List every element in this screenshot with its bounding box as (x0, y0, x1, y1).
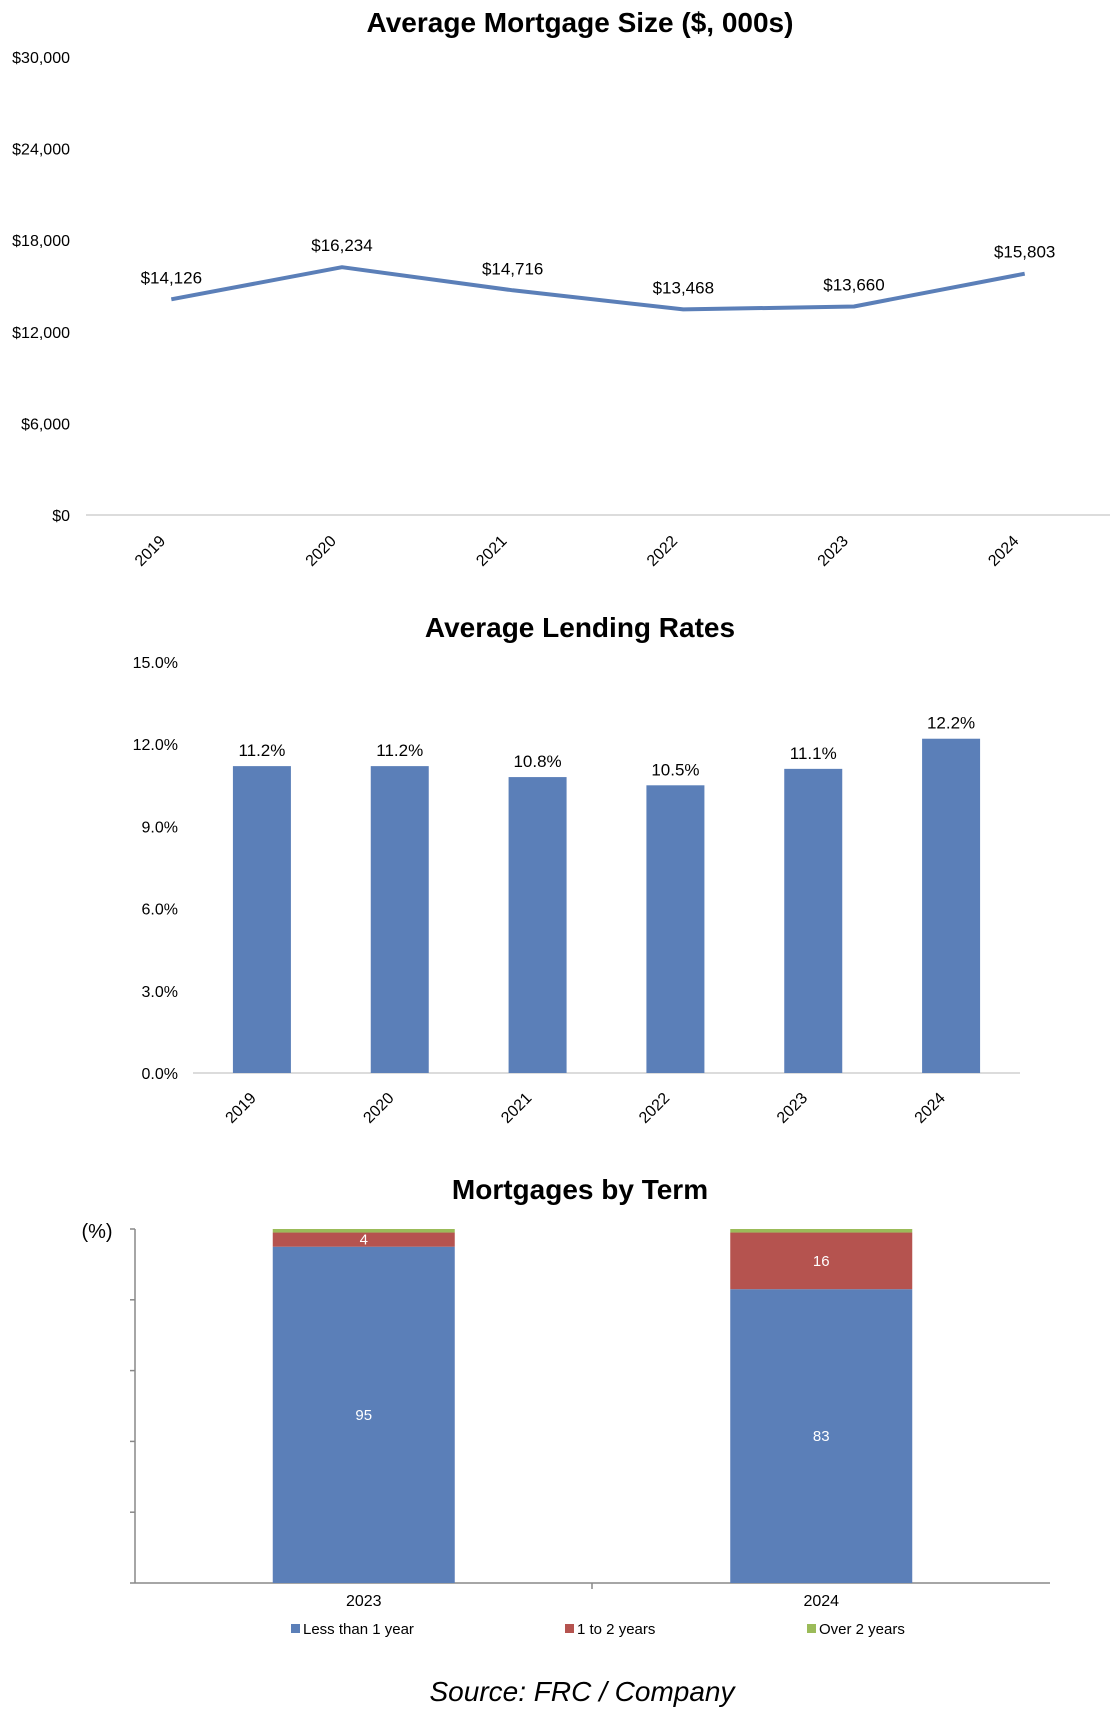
legend-item: Less than 1 year (291, 1621, 414, 1638)
mortgage-size-y-tick: $12,000 (12, 325, 70, 342)
lending-rates-x-tick: 2024 (912, 1090, 949, 1127)
lending-rates-bar (784, 768, 843, 1073)
mortgage-size-data-label: $15,803 (994, 243, 1055, 262)
lending-rates-bar (370, 766, 429, 1073)
mortgage-size-y-tick: $24,000 (12, 142, 70, 159)
mortgages-by-term-bar-segment (272, 1232, 455, 1247)
mortgage-size-x-tick: 2019 (132, 533, 169, 570)
lending-rates-title: Average Lending Rates (425, 612, 735, 643)
mortgages-by-term-bar-segment (272, 1229, 455, 1233)
mortgages-by-term-segment-label: 4 (360, 1232, 368, 1249)
mortgages-by-term-y-unit: (%) (81, 1221, 112, 1243)
legend-label: Less than 1 year (303, 1621, 414, 1638)
mortgages-by-term-x-tick: 2023 (346, 1593, 382, 1610)
legend-label: Over 2 years (819, 1621, 905, 1638)
lending-rates-y-tick: 12.0% (133, 737, 178, 754)
mortgage-size-title: Average Mortgage Size ($, 000s) (367, 7, 794, 38)
mortgages-by-term-bar-segment (272, 1246, 455, 1583)
lending-rates-bar (232, 766, 291, 1073)
mortgages-by-term-bar-segment (730, 1229, 913, 1233)
lending-rates-data-label: 11.2% (376, 741, 423, 760)
mortgage-size-data-label: $16,234 (311, 236, 372, 255)
legend-swatch (807, 1624, 816, 1633)
lending-rates-bar (646, 785, 705, 1073)
mortgage-size-data-label: $13,468 (653, 278, 714, 297)
source-note: Source: FRC / Company (430, 1676, 737, 1707)
mortgage-size-x-tick: 2022 (644, 533, 681, 570)
mortgage-size-chart: Average Mortgage Size ($, 000s) $0 $6,000… (12, 7, 1110, 570)
mortgages-by-term-bar-segment (730, 1289, 913, 1583)
mortgage-size-data-label: $14,126 (141, 268, 202, 287)
mortgage-size-data-label: $14,716 (482, 259, 543, 278)
lending-rates-x-tick: 2022 (636, 1090, 673, 1127)
lending-rates-y-tick: 15.0% (133, 655, 178, 672)
lending-rates-chart: Average Lending Rates 0.0% 3.0% 6.0% 9.0% 12… (133, 612, 1020, 1127)
lending-rates-x-tick: 2020 (360, 1090, 397, 1127)
mortgage-size-y-tick: $30,000 (12, 50, 70, 67)
lending-rates-y-tick: 0.0% (142, 1066, 178, 1083)
lending-rates-x-tick: 2021 (498, 1090, 535, 1127)
legend-item: 1 to 2 years (565, 1621, 655, 1638)
lending-rates-x-tick: 2023 (774, 1090, 811, 1127)
mortgages-by-term-chart: Mortgages by Term (%) 95 4 83 16 2023 2024 L… (81, 1174, 1050, 1638)
mortgage-size-data-label: $13,660 (823, 275, 884, 294)
legend-swatch (291, 1624, 300, 1633)
mortgage-size-x-tick: 2020 (303, 533, 340, 570)
mortgage-size-y-tick: $6,000 (21, 416, 70, 433)
lending-rates-data-label: 11.2% (238, 741, 285, 760)
lending-rates-y-tick: 9.0% (142, 819, 178, 836)
mortgage-size-series-line (170, 265, 1026, 312)
mortgages-by-term-segment-label: 95 (355, 1407, 372, 1424)
lending-rates-data-label: 10.8% (513, 752, 561, 771)
lending-rates-bar (922, 738, 981, 1073)
lending-rates-data-label: 11.1% (790, 744, 837, 763)
lending-rates-data-label: 10.5% (651, 760, 699, 779)
lending-rates-y-tick: 3.0% (142, 984, 178, 1001)
legend-swatch (565, 1624, 574, 1633)
mortgages-by-term-bar-segment (730, 1232, 913, 1290)
legend-label: 1 to 2 years (577, 1621, 655, 1638)
lending-rates-y-tick: 6.0% (142, 902, 178, 919)
mortgages-by-term-x-tick: 2024 (803, 1593, 839, 1610)
legend-item: Over 2 years (807, 1621, 905, 1638)
mortgages-by-term-segment-label: 83 (813, 1428, 830, 1445)
lending-rates-bar (508, 777, 567, 1073)
mortgage-size-y-tick: $0 (52, 508, 70, 525)
mortgages-by-term-title: Mortgages by Term (452, 1174, 708, 1205)
mortgage-size-x-tick: 2024 (985, 533, 1022, 570)
mortgage-size-x-tick: 2021 (473, 533, 510, 570)
mortgages-by-term-segment-label: 16 (813, 1253, 830, 1270)
mortgage-size-y-tick: $18,000 (12, 233, 70, 250)
mortgage-size-x-tick: 2023 (815, 533, 852, 570)
lending-rates-data-label: 12.2% (927, 714, 975, 733)
lending-rates-x-tick: 2019 (223, 1090, 260, 1127)
